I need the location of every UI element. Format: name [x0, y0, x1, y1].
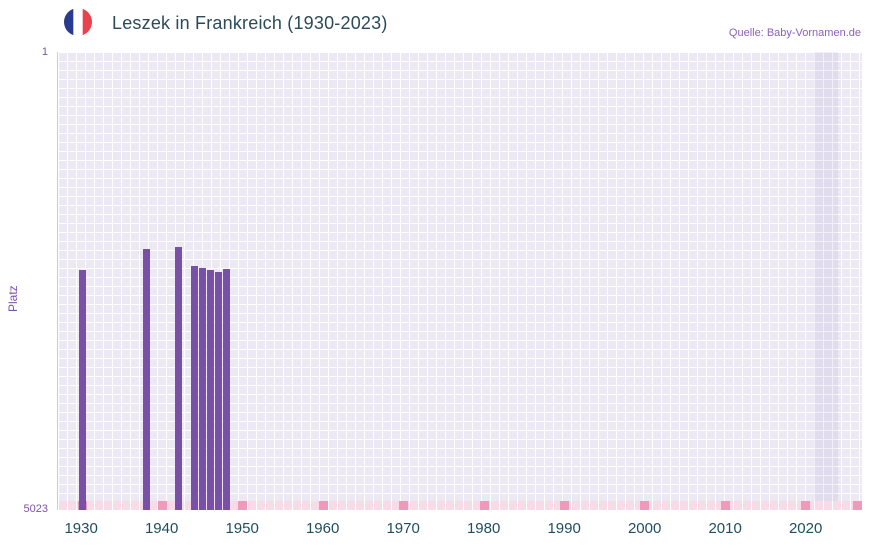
bar-1945[interactable] [199, 268, 207, 510]
bar-1947[interactable] [215, 271, 223, 510]
bar-1944[interactable] [191, 266, 199, 510]
decade-marker [640, 501, 650, 510]
bar-1946[interactable] [207, 269, 215, 510]
bottom-strip [58, 501, 862, 510]
bar-1948[interactable] [223, 268, 231, 510]
x-tick-1970: 1970 [386, 520, 420, 537]
x-tick-1990: 1990 [547, 520, 581, 537]
decade-marker [720, 501, 730, 510]
x-tick-1960: 1960 [305, 520, 340, 537]
bar-1930[interactable] [78, 269, 86, 510]
decade-marker [238, 501, 248, 510]
source-credit: Quelle: Baby-Vornamen.de [728, 27, 861, 39]
x-tick-2010: 2010 [708, 520, 742, 537]
x-axis: 1930 1940 1950 1960 1970 1980 1990 2000 2010 2020 [57, 520, 862, 542]
y-tick-top: 1 [41, 46, 48, 58]
decade-marker [479, 501, 489, 510]
y-tick-bottom: 5023 [23, 503, 48, 515]
decade-marker [399, 501, 409, 510]
decade-marker [318, 501, 328, 510]
x-tick-2020: 2020 [788, 520, 823, 537]
x-tick-1980: 1980 [466, 520, 501, 537]
decade-marker [158, 501, 168, 510]
plot-area [57, 52, 862, 510]
x-tick-1950: 1950 [225, 520, 259, 537]
x-tick-1940: 1940 [144, 520, 179, 537]
x-tick-1930: 1930 [64, 520, 98, 537]
bar-1942[interactable] [175, 247, 183, 510]
decade-marker [801, 501, 811, 510]
chart-title: Leszek in Frankreich (1930-2023) [112, 13, 388, 33]
y-axis-label: Platz [6, 285, 20, 312]
x-tick-2000: 2000 [627, 520, 662, 537]
decade-marker [560, 501, 570, 510]
france-flag-icon [64, 8, 92, 36]
edge-marker [853, 501, 862, 510]
bar-1938[interactable] [142, 248, 150, 510]
recent-years-band [813, 52, 838, 510]
